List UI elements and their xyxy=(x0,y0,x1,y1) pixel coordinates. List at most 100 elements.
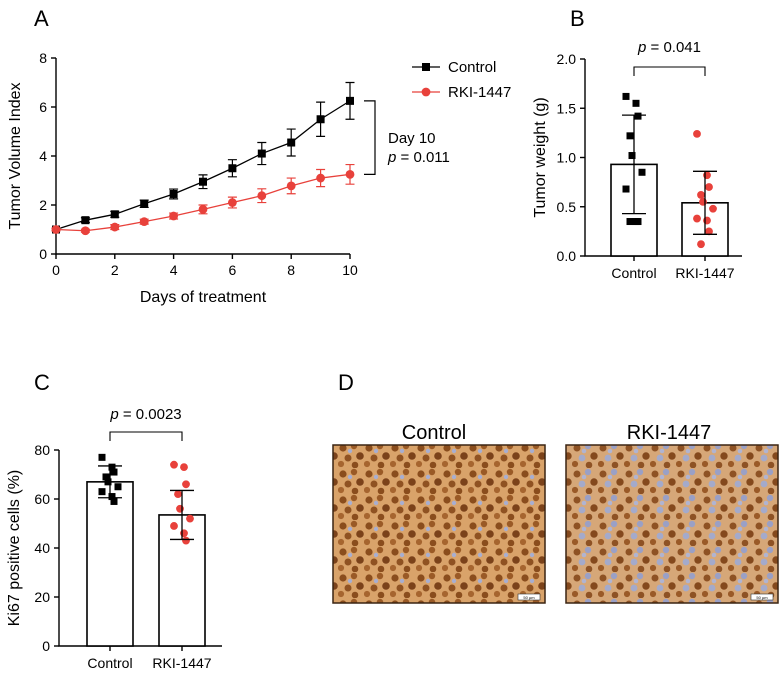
data-point xyxy=(110,497,118,505)
y-tick-label: 0 xyxy=(39,246,47,262)
significance-bracket xyxy=(633,66,706,76)
image-title-control: Control xyxy=(402,422,466,444)
y-tick-label: 20 xyxy=(34,589,50,605)
data-point xyxy=(110,222,120,232)
scale-bar-control xyxy=(517,593,541,601)
micrograph-control xyxy=(332,444,546,604)
data-point xyxy=(170,522,178,530)
data-point xyxy=(81,216,90,225)
significance-bracket xyxy=(109,431,183,441)
data-point xyxy=(257,191,267,201)
legend: Control RKI-1447 xyxy=(412,59,511,101)
y-tick-label: 2 xyxy=(39,197,47,213)
y-axis-title: Tumor Volume Index xyxy=(7,82,24,229)
axis-lines xyxy=(55,58,350,255)
significance-p-value: p = 0.0023 xyxy=(109,406,181,423)
data-point xyxy=(626,132,634,140)
error-bar xyxy=(98,465,122,499)
data-point xyxy=(638,168,646,176)
x-tick-label: Control xyxy=(87,655,132,671)
y-tick-label: 0.5 xyxy=(557,199,577,215)
data-point xyxy=(104,478,112,486)
y-tick-label: 0.0 xyxy=(557,248,577,264)
annotation-p-value: p = 0.011 xyxy=(387,149,450,166)
data-point xyxy=(703,171,711,180)
y-tick-label: 40 xyxy=(34,540,50,556)
data-point xyxy=(182,480,190,489)
x-tick-label: 10 xyxy=(342,262,358,278)
data-point xyxy=(697,191,705,199)
y-tick-label: 80 xyxy=(34,442,50,458)
p-symbol: p xyxy=(387,149,396,166)
data-point xyxy=(693,214,701,223)
error-bar xyxy=(170,489,194,541)
legend-label: Control xyxy=(448,59,496,76)
panel-a-line-chart: 0 2 4 6 8 0 2 4 6 8 10 Days of treatment Tumor Volum… xyxy=(7,50,511,306)
data-point xyxy=(180,463,188,472)
y-tick-label: 1.0 xyxy=(557,150,577,166)
panel-d-images: Control RKI-1447 50 µm 50 µm xyxy=(332,422,779,604)
data-point xyxy=(228,164,237,173)
data-point xyxy=(316,115,325,124)
x-tick-label: 8 xyxy=(287,262,295,278)
x-tick-label: Control xyxy=(611,265,656,281)
data-point xyxy=(198,205,208,214)
panel-label-c: C xyxy=(34,370,50,395)
bar-control xyxy=(86,481,134,647)
data-point xyxy=(697,240,705,249)
data-point xyxy=(139,217,149,227)
scale-bar-label-rki-1447: 50 µm xyxy=(756,595,768,600)
data-point xyxy=(169,211,179,221)
data-point xyxy=(346,96,354,105)
data-point xyxy=(287,138,296,147)
data-point xyxy=(626,218,634,226)
data-point xyxy=(257,149,266,158)
y-tick-label: 6 xyxy=(39,99,47,115)
data-point xyxy=(140,199,149,208)
x-tick-label: RKI-1447 xyxy=(152,655,211,671)
legend-label: RKI-1447 xyxy=(448,84,511,101)
data-point xyxy=(169,189,178,198)
p-value-text: = 0.011 xyxy=(396,149,450,166)
data-point xyxy=(186,514,194,523)
data-point xyxy=(709,204,717,213)
scale-bar-label-control: 50 µm xyxy=(523,595,535,600)
data-point xyxy=(199,177,207,186)
panel-label-b: B xyxy=(570,6,585,31)
data-point xyxy=(632,99,640,107)
data-point xyxy=(174,490,182,498)
data-point xyxy=(286,181,296,191)
significance-p-value: p = 0.041 xyxy=(637,39,701,56)
data-point xyxy=(693,129,701,138)
y-tick-label: 0 xyxy=(42,638,50,654)
y-tick-label: 2.0 xyxy=(557,51,577,67)
panel-label-d: D xyxy=(338,370,354,395)
data-point xyxy=(110,468,118,476)
data-point xyxy=(705,183,713,191)
data-point xyxy=(622,92,630,100)
annotation-day: Day 10 xyxy=(388,130,436,147)
error-bar xyxy=(622,114,646,215)
x-tick-label: 6 xyxy=(229,262,237,278)
data-point xyxy=(228,198,237,207)
image-title-rki-1447: RKI-1447 xyxy=(627,422,712,444)
panel-label-a: A xyxy=(34,6,49,31)
data-point xyxy=(622,185,630,193)
y-tick-label: 4 xyxy=(39,148,47,164)
error-bar xyxy=(693,170,717,235)
legend-marker xyxy=(421,87,431,97)
micrograph-rki-1447 xyxy=(565,444,779,604)
data-point xyxy=(316,173,325,183)
data-point xyxy=(98,453,106,461)
p-symbol: p xyxy=(637,39,646,56)
data-point xyxy=(628,152,636,160)
x-tick-label: 0 xyxy=(52,262,60,278)
data-point xyxy=(699,197,707,206)
p-symbol: p xyxy=(109,406,118,423)
y-tick-label: 60 xyxy=(34,491,50,507)
data-point xyxy=(170,460,178,469)
data-point xyxy=(705,227,713,236)
data-point xyxy=(81,226,90,236)
y-tick-label: 8 xyxy=(39,50,47,66)
